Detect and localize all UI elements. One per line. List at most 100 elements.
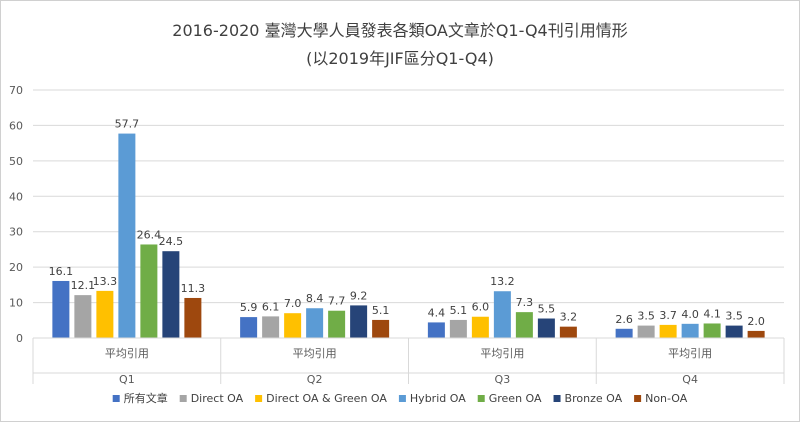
bar <box>140 244 158 338</box>
data-label: 3.5 <box>637 310 655 323</box>
legend-item: Bronze OA <box>553 392 623 405</box>
bar <box>350 305 368 338</box>
bar <box>162 251 180 338</box>
data-label: 7.3 <box>516 296 534 309</box>
data-label: 5.1 <box>450 304 468 317</box>
legend: 所有文章 Direct OA Direct OA & Green OA Hybrid … <box>112 391 688 405</box>
legend-swatch <box>112 395 120 402</box>
legend-label: Direct OA <box>191 392 244 405</box>
chart-subtitle: (以2019年JIF區分Q1-Q4) <box>306 49 494 68</box>
legend-swatch <box>398 395 406 402</box>
legend-item: 所有文章 <box>112 391 168 405</box>
bar <box>449 319 467 338</box>
sub-category-label: 平均引用 <box>293 346 337 360</box>
legend-item: Non-OA <box>634 392 688 405</box>
legend-label: Hybrid OA <box>410 392 466 405</box>
data-label: 24.5 <box>159 235 184 248</box>
category-label: Q4 <box>682 373 698 386</box>
data-label: 6.0 <box>472 301 490 314</box>
legend-label: Direct OA & Green OA <box>266 392 387 405</box>
bar <box>659 324 677 338</box>
bar <box>240 317 258 338</box>
y-tick-label: 0 <box>16 332 23 345</box>
y-tick-label: 50 <box>9 155 23 168</box>
bar <box>515 312 533 338</box>
data-label: 8.4 <box>306 292 324 305</box>
y-axis: 0 10 20 30 40 50 60 70 <box>9 84 23 345</box>
bar <box>537 318 555 338</box>
bar <box>306 308 324 338</box>
y-tick-label: 20 <box>9 261 23 274</box>
chart-title: 2016-2020 臺灣大學人員發表各類OA文章於Q1-Q4刊引用情形 <box>172 21 627 40</box>
data-label: 2.0 <box>747 315 765 328</box>
legend-swatch <box>553 395 561 402</box>
bar <box>184 297 202 338</box>
bar <box>284 313 302 338</box>
data-label: 4.4 <box>428 306 446 319</box>
data-label: 3.2 <box>560 311 578 324</box>
legend-label: 所有文章 <box>124 391 168 405</box>
gridlines <box>33 89 784 304</box>
legend-swatch <box>179 395 187 402</box>
data-label: 2.6 <box>615 313 633 326</box>
bar <box>615 328 633 338</box>
bars <box>52 133 765 338</box>
data-label: 13.3 <box>93 275 118 288</box>
data-label: 57.7 <box>115 118 140 131</box>
y-tick-label: 70 <box>9 84 23 97</box>
legend-swatch <box>634 395 642 402</box>
data-label: 13.2 <box>490 275 515 288</box>
data-label: 4.1 <box>703 307 721 320</box>
legend-swatch <box>255 395 263 402</box>
bar <box>52 280 70 338</box>
bar <box>471 316 489 338</box>
bar <box>118 133 136 338</box>
bar <box>427 322 445 338</box>
category-label: Q3 <box>495 373 511 386</box>
bar <box>372 319 390 338</box>
y-tick-label: 40 <box>9 190 23 203</box>
bar <box>725 325 743 338</box>
data-label: 5.9 <box>240 301 258 314</box>
data-label: 6.1 <box>262 300 280 313</box>
data-labels: 16.112.113.3 57.7 26.424.5 11.3 5.9 6.1 7.0 8.4… <box>49 118 765 328</box>
category-label: Q2 <box>307 373 323 386</box>
bar <box>262 316 280 338</box>
sub-category-label: 平均引用 <box>480 346 524 360</box>
data-label: 11.3 <box>181 282 206 295</box>
data-label: 3.7 <box>659 309 677 322</box>
data-label: 5.5 <box>538 303 556 316</box>
data-label: 7.7 <box>328 295 346 308</box>
data-label: 7.0 <box>284 297 302 310</box>
legend-item: Green OA <box>477 392 542 405</box>
legend-item: Direct OA & Green OA <box>255 392 387 405</box>
data-label: 4.0 <box>681 308 699 321</box>
y-tick-label: 60 <box>9 119 23 132</box>
bar <box>747 330 765 338</box>
legend-label: Bronze OA <box>565 392 623 405</box>
legend-label: Green OA <box>489 392 542 405</box>
bar <box>681 323 699 338</box>
bar <box>493 291 511 338</box>
data-label: 3.5 <box>725 310 743 323</box>
legend-item: Direct OA <box>179 392 244 405</box>
y-tick-label: 10 <box>9 297 23 310</box>
data-label: 9.2 <box>350 289 368 302</box>
data-label: 26.4 <box>137 228 162 241</box>
legend-swatch <box>477 395 485 402</box>
legend-label: Non-OA <box>645 392 688 405</box>
data-label: 12.1 <box>71 279 96 292</box>
bar <box>328 310 346 338</box>
bar <box>637 325 655 338</box>
bar <box>703 323 721 338</box>
category-label: Q1 <box>119 373 135 386</box>
sub-category-label: 平均引用 <box>105 346 149 360</box>
bar <box>559 326 577 338</box>
legend-item: Hybrid OA <box>398 392 466 405</box>
bar <box>74 295 92 338</box>
sub-category-label: 平均引用 <box>668 346 712 360</box>
x-axis: 平均引用 Q1 平均引用 Q2 平均引用 Q3 平均引用 Q4 <box>32 337 785 386</box>
bar <box>96 290 114 338</box>
y-tick-label: 30 <box>9 226 23 239</box>
